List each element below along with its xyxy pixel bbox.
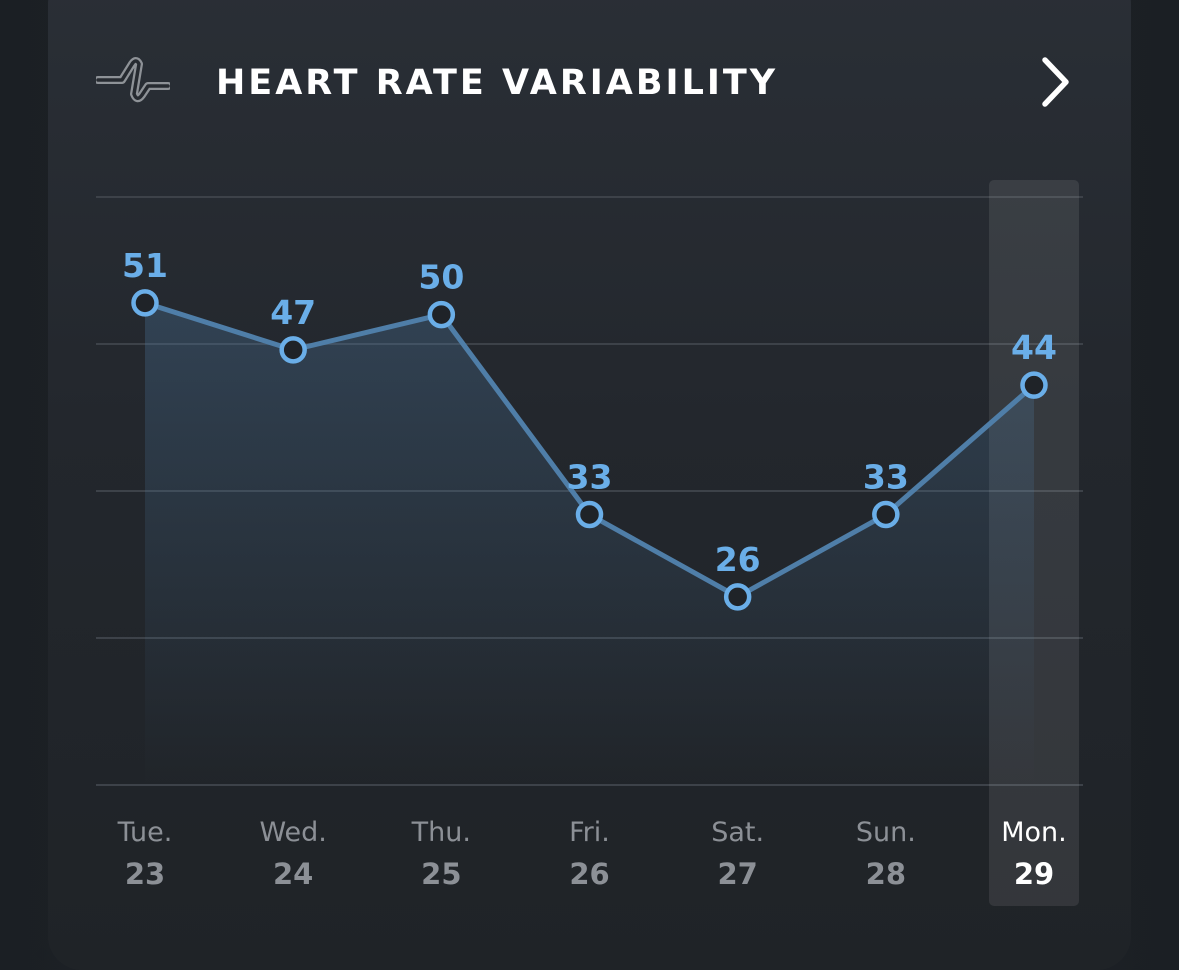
chevron-right-icon[interactable] bbox=[1030, 52, 1080, 112]
hrv-pulse-icon bbox=[96, 57, 170, 103]
data-point[interactable] bbox=[131, 289, 159, 317]
data-point[interactable] bbox=[872, 500, 900, 529]
data-label: 33 bbox=[863, 458, 909, 497]
x-tick-date: 29 bbox=[1014, 857, 1054, 891]
x-tick-day: Sun. bbox=[856, 817, 916, 848]
x-tick-day: Fri. bbox=[569, 817, 610, 848]
x-tick-date: 26 bbox=[569, 857, 609, 891]
data-label: 33 bbox=[567, 458, 613, 497]
data-point[interactable] bbox=[575, 500, 604, 529]
area-fill bbox=[145, 302, 1034, 785]
data-point[interactable] bbox=[723, 583, 752, 611]
x-tick-day: Thu. bbox=[411, 817, 471, 848]
x-tick-date: 28 bbox=[866, 857, 906, 891]
data-label: 51 bbox=[122, 246, 168, 285]
x-tick-date: 24 bbox=[273, 857, 313, 891]
data-label: 44 bbox=[1011, 328, 1057, 367]
x-tick-date: 23 bbox=[125, 857, 165, 891]
x-tick-date: 25 bbox=[421, 857, 461, 891]
x-tick-day: Mon. bbox=[1001, 817, 1067, 848]
data-point[interactable] bbox=[1020, 371, 1048, 399]
card-title: HEART RATE VARIABILITY bbox=[216, 63, 779, 103]
x-tick-day: Tue. bbox=[117, 817, 173, 848]
data-point[interactable] bbox=[427, 300, 456, 329]
data-label: 26 bbox=[715, 540, 761, 579]
x-tick-date: 27 bbox=[717, 857, 757, 891]
x-tick-day: Sat. bbox=[711, 817, 764, 848]
data-label: 50 bbox=[418, 258, 464, 297]
data-point[interactable] bbox=[279, 336, 307, 364]
hrv-line-chart: 51 47 50 33 26 33 44 Tue. 23 Wed. 24 Thu. 25 Fri. 26 S… bbox=[96, 196, 1083, 891]
data-label: 47 bbox=[270, 293, 316, 332]
x-tick-day: Wed. bbox=[259, 817, 326, 848]
